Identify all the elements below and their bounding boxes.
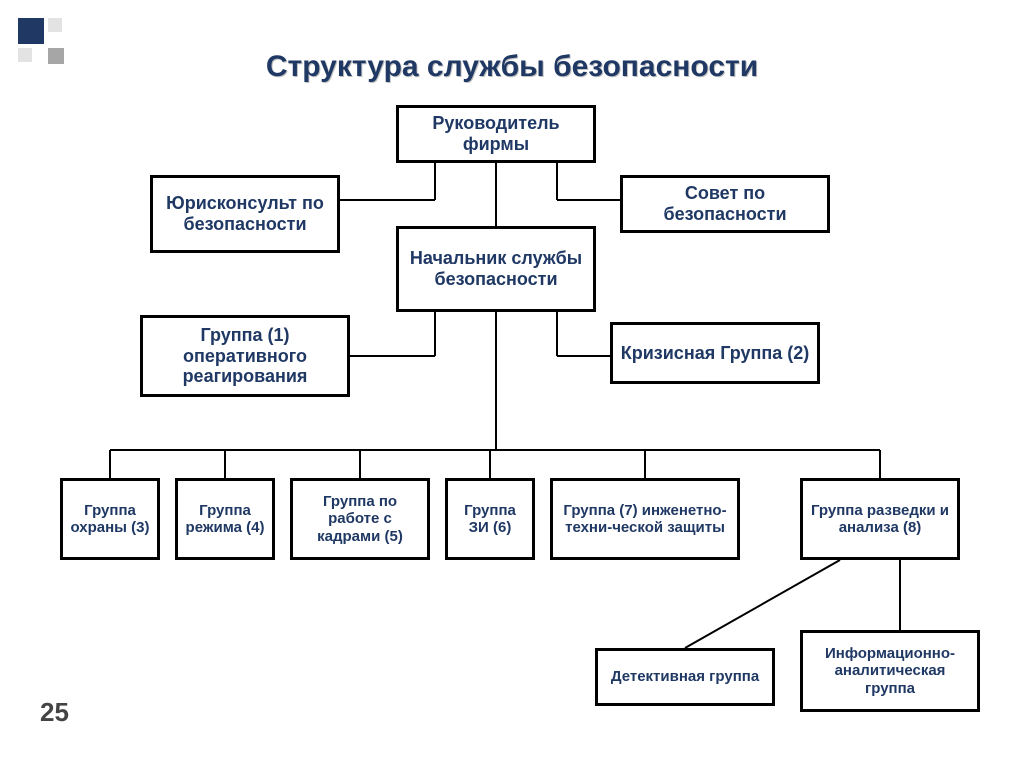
node-chief: Начальник службы безопасности xyxy=(396,226,596,312)
page-number: 25 xyxy=(40,697,69,728)
node-g3: Группа охраны (3) xyxy=(60,478,160,560)
node-g7: Группа (7) инженетно-техни-ческой защиты xyxy=(550,478,740,560)
node-g5: Группа по работе с кадрами (5) xyxy=(290,478,430,560)
node-legal: Юрисконсульт по безопасности xyxy=(150,175,340,253)
node-g6: Группа ЗИ (6) xyxy=(445,478,535,560)
node-head: Руководитель фирмы xyxy=(396,105,596,163)
node-detective: Детективная группа xyxy=(595,648,775,706)
node-g4: Группа режима (4) xyxy=(175,478,275,560)
node-council: Совет по безопасности xyxy=(620,175,830,233)
node-g2: Кризисная Группа (2) xyxy=(610,322,820,384)
diagram-title: Структура службы безопасности xyxy=(0,50,1024,84)
node-g8: Группа разведки и анализа (8) xyxy=(800,478,960,560)
node-g1: Группа (1) оперативного реагирования xyxy=(140,315,350,397)
node-info: Информационно-аналитическая группа xyxy=(800,630,980,712)
